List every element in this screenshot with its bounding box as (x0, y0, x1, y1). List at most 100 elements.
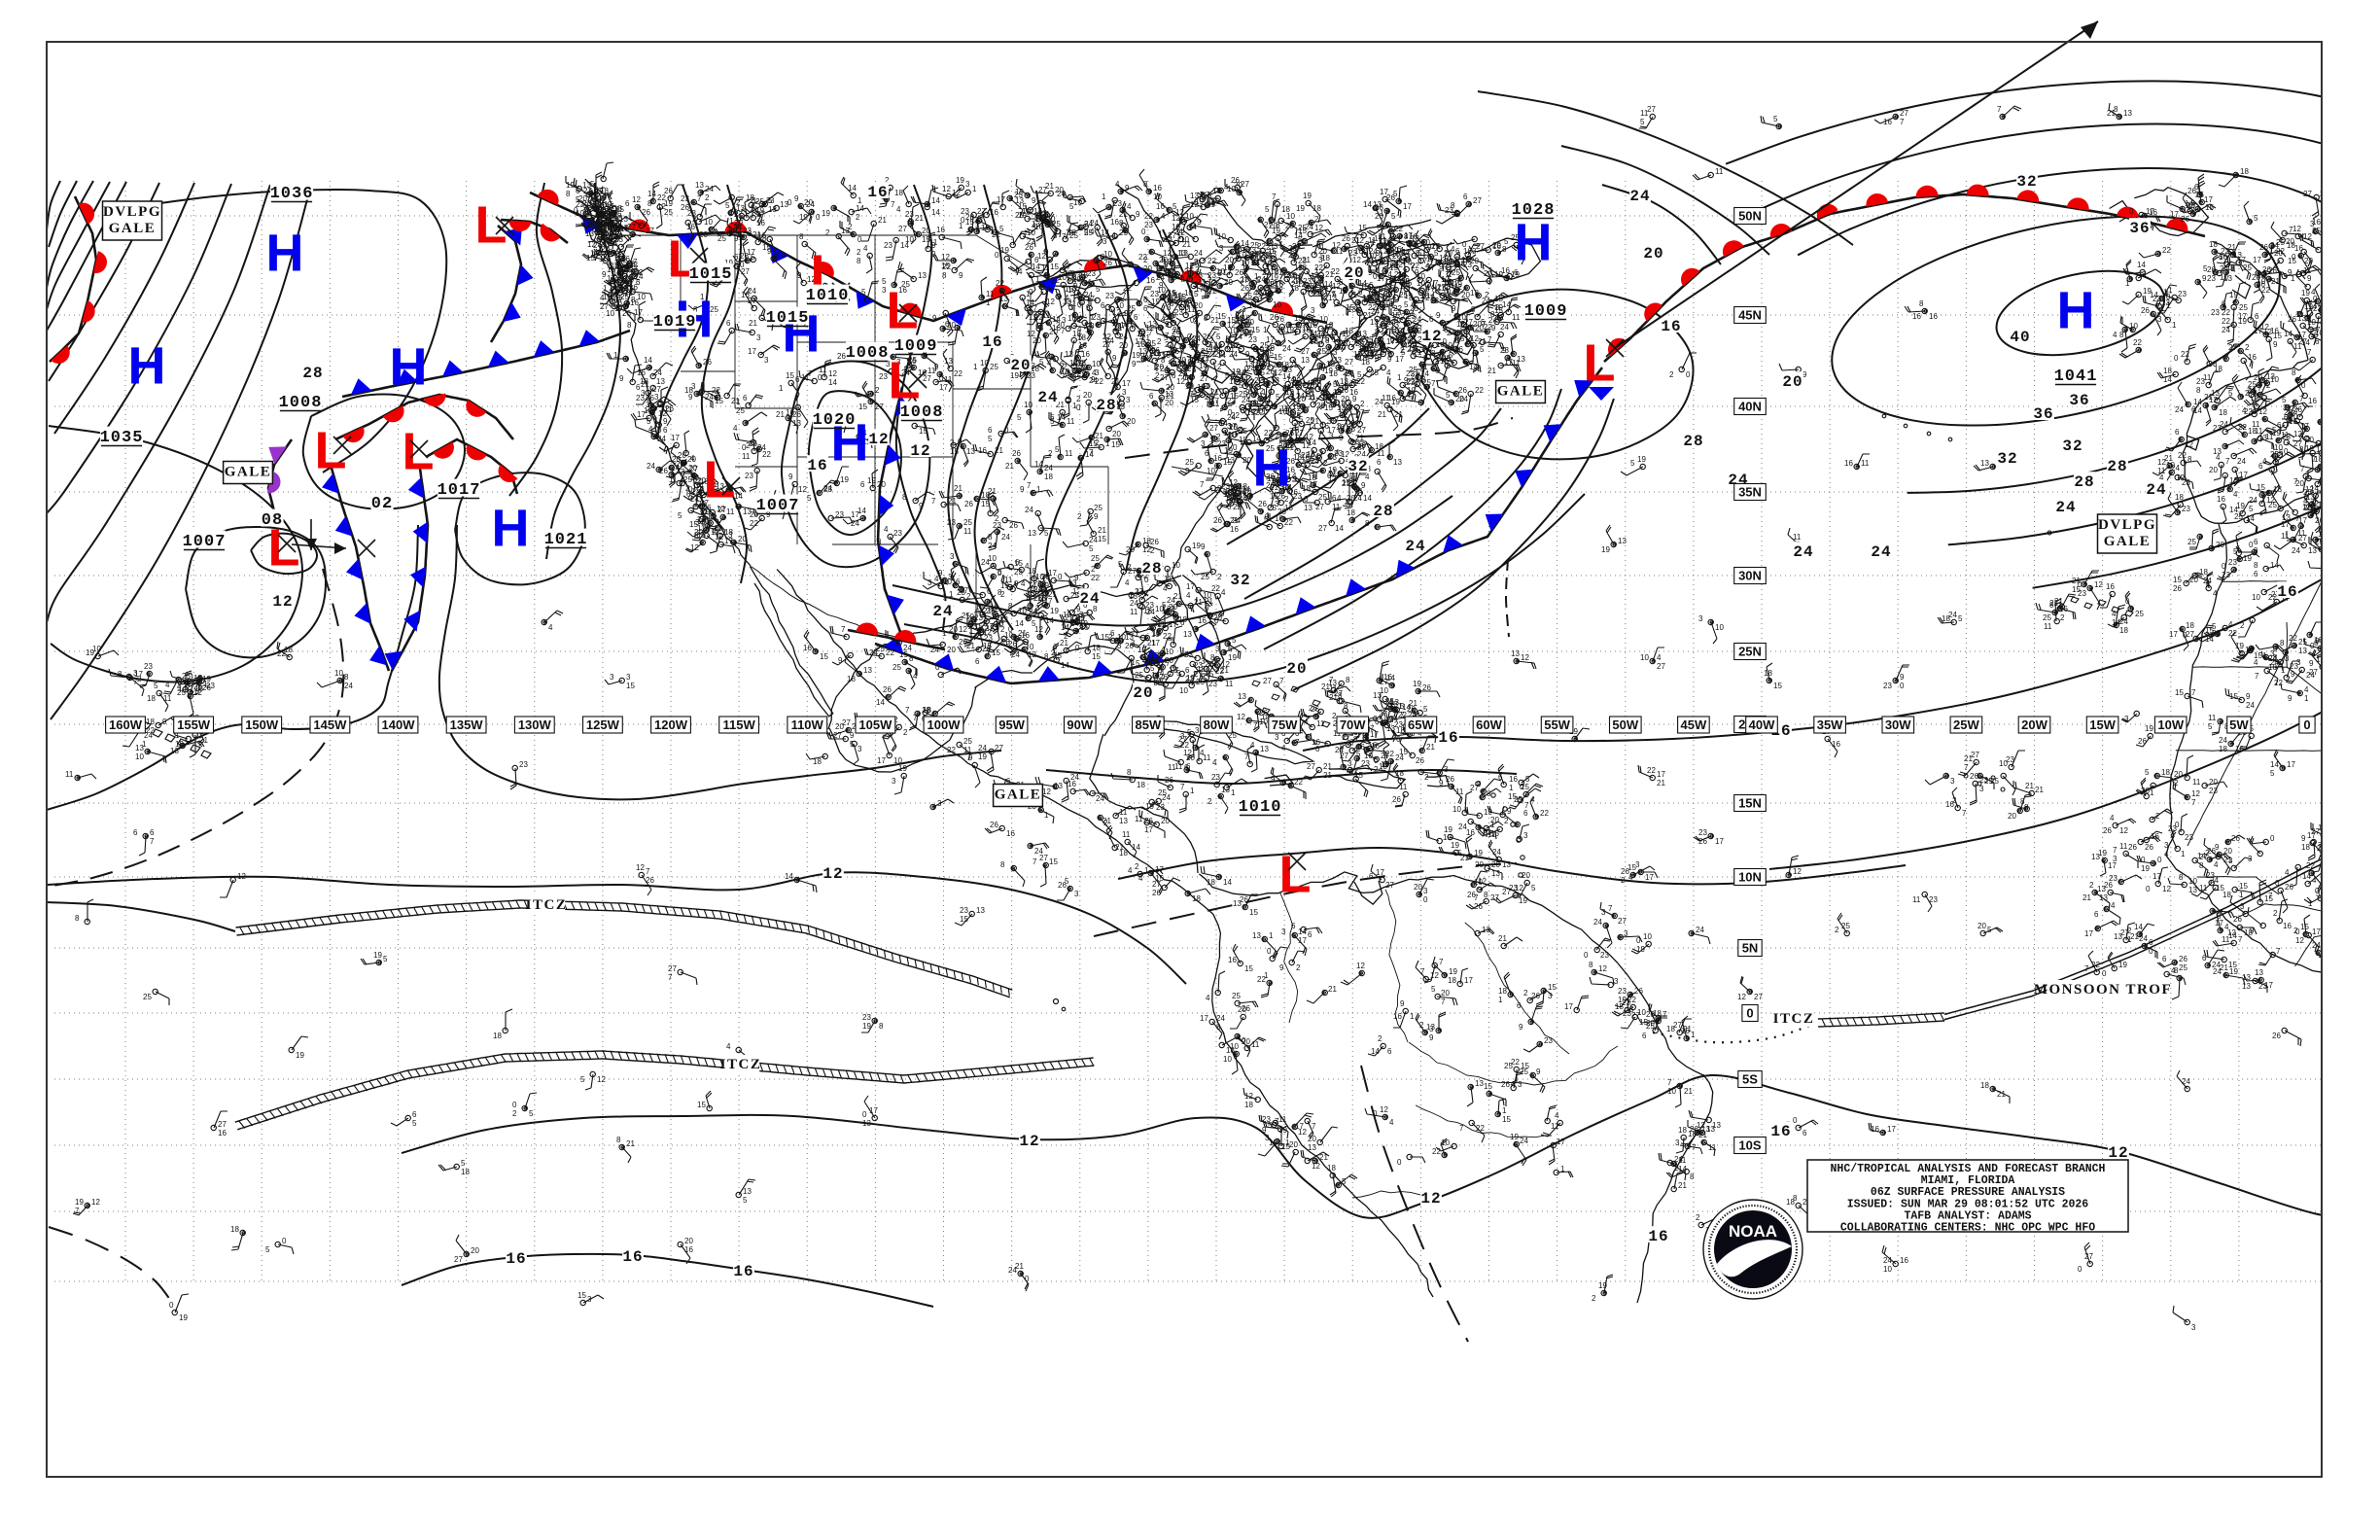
svg-text:10: 10 (729, 208, 738, 217)
svg-text:24: 24 (690, 495, 699, 504)
svg-text:12: 12 (1402, 248, 1411, 257)
svg-text:16: 16 (803, 644, 812, 652)
svg-text:3: 3 (701, 518, 706, 527)
svg-text:15: 15 (1249, 908, 1258, 917)
svg-text:12: 12 (237, 872, 246, 881)
svg-text:10: 10 (1354, 247, 1363, 256)
svg-text:14: 14 (1259, 393, 1268, 402)
svg-text:14: 14 (1382, 236, 1391, 245)
svg-text:21: 21 (1409, 699, 1418, 708)
svg-text:23: 23 (2228, 558, 2237, 567)
svg-text:14: 14 (1282, 372, 1291, 381)
svg-text:12: 12 (1208, 278, 1216, 287)
svg-text:17: 17 (671, 434, 680, 442)
svg-text:7: 7 (891, 200, 895, 209)
svg-text:7: 7 (150, 837, 155, 846)
svg-text:36: 36 (2033, 405, 2053, 423)
svg-text:23: 23 (1411, 372, 1419, 381)
svg-text:7: 7 (133, 678, 138, 686)
svg-text:0: 0 (1373, 715, 1378, 723)
svg-text:0: 0 (1317, 381, 1322, 390)
svg-text:20: 20 (1010, 357, 1031, 374)
svg-text:0: 0 (592, 195, 597, 204)
svg-text:9: 9 (959, 271, 963, 280)
svg-text:6: 6 (1444, 287, 1449, 296)
svg-text:20: 20 (1205, 393, 1213, 402)
svg-text:13: 13 (1294, 314, 1303, 323)
svg-text:20: 20 (2284, 408, 2292, 417)
svg-text:24: 24 (1057, 190, 1066, 198)
svg-text:18: 18 (1294, 263, 1303, 272)
svg-text:11: 11 (929, 238, 938, 247)
svg-text:7: 7 (1295, 738, 1300, 747)
svg-text:9: 9 (2254, 546, 2258, 555)
svg-text:23: 23 (745, 472, 753, 480)
svg-text:25W: 25W (1953, 718, 1979, 732)
svg-text:21: 21 (1328, 985, 1337, 994)
svg-text:26: 26 (2128, 843, 2137, 852)
svg-text:10: 10 (2129, 322, 2138, 331)
svg-text:5: 5 (1298, 235, 1303, 244)
svg-text:26: 26 (646, 876, 654, 885)
svg-text:7: 7 (1275, 1117, 1279, 1126)
svg-text:3: 3 (1371, 346, 1376, 355)
svg-text:8: 8 (2273, 653, 2278, 662)
svg-text:10: 10 (1117, 633, 1126, 642)
svg-text:12: 12 (1264, 289, 1273, 298)
svg-text:7: 7 (636, 269, 641, 278)
svg-text:135W: 135W (450, 718, 484, 732)
svg-text:6: 6 (1192, 366, 1197, 374)
svg-text:7: 7 (2299, 395, 2304, 403)
svg-text:14: 14 (2270, 760, 2279, 769)
svg-text:32: 32 (2016, 173, 2037, 191)
svg-text:13: 13 (1491, 869, 1500, 878)
svg-text:27: 27 (218, 1120, 227, 1129)
svg-text:3: 3 (1290, 390, 1295, 399)
svg-text:10: 10 (1115, 301, 1124, 310)
svg-text:14: 14 (858, 507, 866, 515)
svg-text:18: 18 (1395, 769, 1404, 778)
svg-text:25: 25 (2043, 613, 2051, 622)
svg-text:1008: 1008 (900, 403, 944, 422)
svg-text:18: 18 (894, 189, 903, 197)
svg-text:18: 18 (2316, 445, 2325, 454)
svg-text:2: 2 (2127, 927, 2132, 935)
svg-text:24: 24 (1482, 297, 1490, 305)
svg-text:4: 4 (2312, 876, 2317, 885)
svg-text:8: 8 (1217, 484, 1222, 493)
svg-text:3: 3 (1429, 1025, 1434, 1033)
svg-text:11: 11 (1041, 263, 1050, 272)
svg-text:5: 5 (1000, 616, 1005, 625)
svg-text:26: 26 (1009, 521, 1018, 530)
svg-text:5: 5 (1249, 252, 1254, 261)
svg-text:24: 24 (1208, 343, 1217, 352)
svg-text:12: 12 (1255, 400, 1264, 408)
svg-text:10: 10 (1186, 299, 1195, 308)
svg-text:8: 8 (1487, 789, 1491, 798)
svg-text:20: 20 (734, 219, 743, 228)
svg-text:23: 23 (1600, 951, 1609, 960)
svg-text:20: 20 (1285, 222, 1294, 230)
svg-text:21: 21 (629, 270, 638, 279)
svg-text:11: 11 (1067, 417, 1075, 426)
svg-text:20: 20 (1269, 222, 1278, 230)
svg-text:0: 0 (1355, 278, 1360, 287)
svg-text:0: 0 (282, 1237, 287, 1245)
svg-text:7: 7 (1187, 274, 1192, 283)
svg-text:11: 11 (862, 438, 871, 446)
svg-text:22: 22 (1394, 261, 1403, 269)
svg-text:1: 1 (2291, 274, 2295, 283)
svg-text:27: 27 (689, 465, 698, 473)
svg-text:8: 8 (1033, 314, 1038, 323)
svg-text:9: 9 (162, 718, 167, 726)
svg-text:4: 4 (2113, 331, 2118, 339)
svg-text:13: 13 (1164, 235, 1172, 244)
svg-text:12: 12 (1421, 328, 1442, 345)
svg-text:5: 5 (616, 258, 621, 266)
svg-text:22: 22 (2222, 308, 2230, 317)
svg-text:4: 4 (648, 425, 653, 434)
svg-text:13: 13 (1148, 320, 1157, 329)
svg-text:27: 27 (610, 262, 618, 270)
svg-text:11: 11 (1708, 1143, 1717, 1152)
svg-text:26: 26 (1266, 472, 1275, 481)
